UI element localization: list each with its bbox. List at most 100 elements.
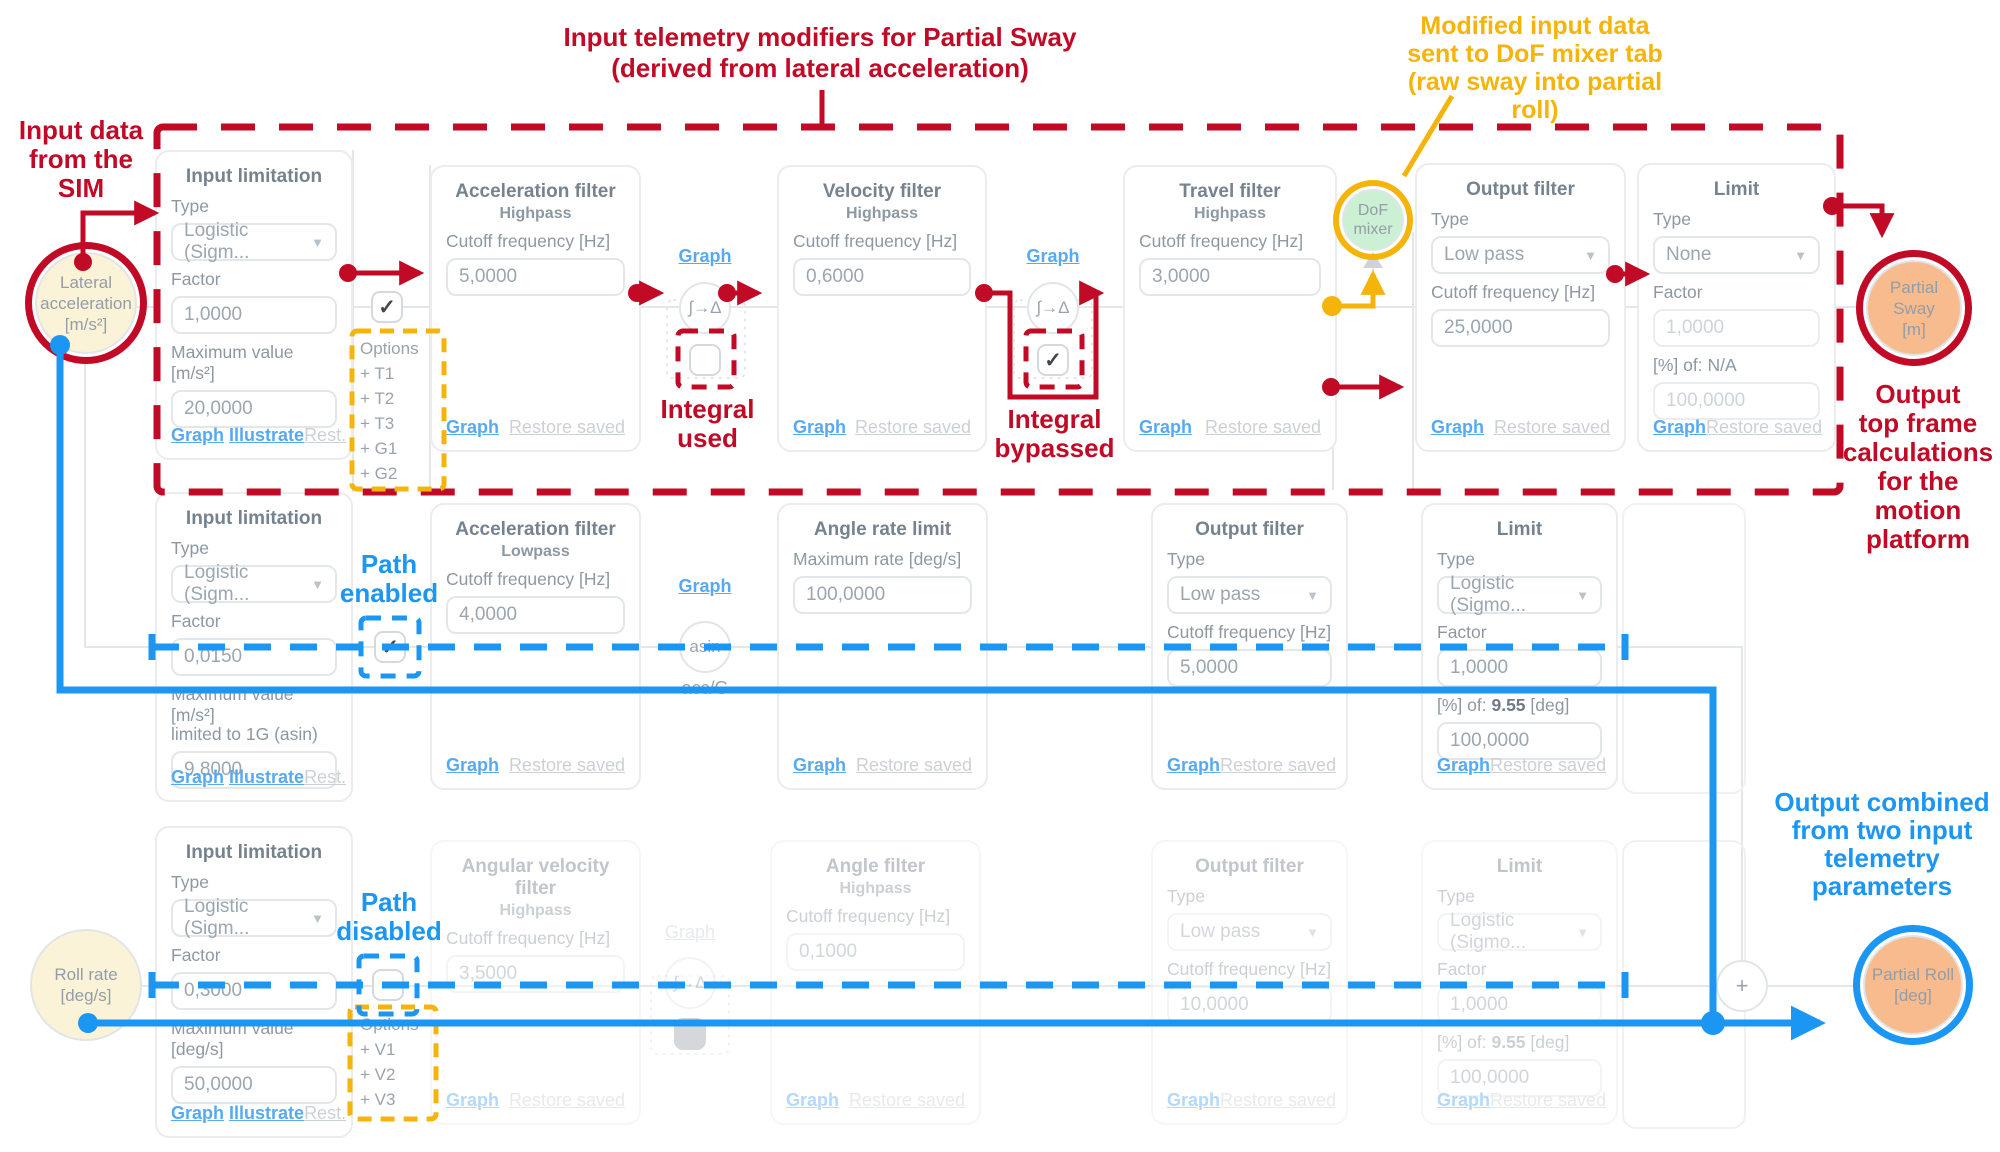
type-label: Type: [1167, 886, 1205, 906]
card-acceleration-filter-roll: Acceleration filter Lowpass Cutoff frequ…: [430, 503, 641, 790]
annotation-integral-used: Integral used: [660, 394, 755, 453]
annotation-path-disabled: Path disabled: [336, 887, 442, 946]
annotation-input-data-from-sim: Input data from the SIM: [18, 115, 144, 203]
option-add-v3[interactable]: + V3: [360, 1090, 396, 1109]
empty-slot: [1622, 503, 1746, 794]
max-rate-label: Maximum rate [deg/s]: [793, 549, 962, 569]
cutoff-input[interactable]: 4,0000: [446, 596, 625, 634]
type-select[interactable]: Low pass: [1167, 576, 1332, 614]
illustrate-link[interactable]: Illustrate: [229, 767, 305, 787]
restore-saved-link: Restore saved: [848, 1090, 965, 1110]
cutoff-input[interactable]: 5,0000: [446, 258, 625, 296]
options-label: Options: [360, 1015, 419, 1034]
cutoff-label: Cutoff frequency [Hz]: [1167, 622, 1332, 642]
cutoff-input[interactable]: 3,0000: [1139, 258, 1321, 296]
factor-input: 1,0000: [1653, 309, 1820, 347]
graph-link[interactable]: Graph: [1653, 417, 1707, 437]
card-velocity-filter: Velocity filter Highpass Cutoff frequenc…: [777, 165, 987, 452]
integral-bypass-checkbox[interactable]: [689, 344, 721, 376]
card-acceleration-filter-sway: Acceleration filter Highpass Cutoff freq…: [430, 165, 641, 452]
cutoff-label: Cutoff frequency [Hz]: [1167, 959, 1332, 979]
cutoff-input[interactable]: 25,0000: [1431, 309, 1610, 347]
cutoff-label: Cutoff frequency [Hz]: [446, 569, 611, 589]
illustrate-link[interactable]: Illustrate: [229, 425, 305, 445]
type-label: Type: [1653, 209, 1691, 229]
card-output-filter-sway: Output filter Type Low pass Cutoff frequ…: [1415, 163, 1626, 452]
graph-link[interactable]: Graph: [171, 1103, 225, 1123]
option-add-v1[interactable]: + V1: [360, 1040, 396, 1059]
max-rate-input[interactable]: 100,0000: [793, 576, 972, 614]
option-add-v2[interactable]: + V2: [360, 1065, 396, 1084]
integrator-graph-link[interactable]: Graph: [1026, 246, 1080, 266]
path-enable-checkbox[interactable]: [372, 969, 404, 1001]
filter-kind: Highpass: [845, 205, 918, 222]
integrator-icon: ∫→Δ: [679, 282, 731, 334]
cutoff-input: 0,1000: [786, 933, 965, 971]
graph-link[interactable]: Graph: [1431, 417, 1485, 437]
graph-link[interactable]: Graph: [1139, 417, 1193, 437]
options-list-sway: Options + T1 + T2 + T3 + G1 + G2: [360, 336, 419, 486]
type-select[interactable]: Logistic (Sigm...: [171, 220, 337, 263]
card-input-limitation-sway: Input limitation Type Logistic (Sigm... …: [155, 150, 353, 460]
restore-saved-link: Restore saved: [1493, 417, 1610, 437]
card-title: Limit: [1496, 856, 1543, 877]
filter-kind: Lowpass: [501, 543, 570, 560]
factor-input[interactable]: 1,0000: [1437, 649, 1602, 687]
factor-input[interactable]: 0,0150: [171, 638, 337, 676]
graph-link: Graph: [1167, 1090, 1221, 1110]
restore-saved-link: Restore saved: [1490, 755, 1607, 775]
annotation-dof-mixer-note: Modified input data sent to DoF mixer tab…: [1407, 12, 1663, 124]
options-label: Options: [360, 339, 419, 358]
cutoff-input[interactable]: 5,0000: [1167, 649, 1332, 687]
graph-link[interactable]: Graph: [1437, 755, 1491, 775]
type-label: Type: [1167, 549, 1205, 569]
graph-link[interactable]: Graph: [171, 425, 225, 445]
type-select[interactable]: Logistic (Sigm...: [171, 562, 337, 605]
graph-link[interactable]: Graph: [793, 417, 847, 437]
graph-link[interactable]: Graph: [446, 755, 500, 775]
options-list-roll: Options + V1 + V2 + V3: [360, 1012, 419, 1112]
card-angle-rate-limit: Angle rate limit Maximum rate [deg/s] 10…: [777, 503, 988, 790]
option-add-g1[interactable]: + G1: [360, 439, 398, 458]
illustrate-link[interactable]: Illustrate: [229, 1103, 305, 1123]
card-title: Angle filter: [825, 856, 926, 877]
factor-input[interactable]: 1,0000: [171, 296, 337, 334]
path-enable-checkbox[interactable]: ✓: [374, 631, 406, 663]
card-angular-velocity-filter: Angular velocity filter Highpass Cutoff …: [430, 840, 641, 1125]
dropdown-caret-icon: [1576, 584, 1589, 606]
type-select[interactable]: Low pass: [1431, 236, 1610, 274]
node-lateral-acceleration: Lateral acceleration [m/s²]: [25, 242, 147, 364]
percent-of-label: [%] of: 9.55 [deg]: [1437, 695, 1570, 715]
option-add-g2[interactable]: + G2: [360, 464, 398, 483]
type-select[interactable]: Logistic (Sigmo...: [1437, 573, 1602, 616]
annotation-telemetry-modifiers: Input telemetry modifiers for Partial Sw…: [563, 22, 1077, 83]
card-travel-filter: Travel filter Highpass Cutoff frequency …: [1123, 165, 1337, 452]
restore-saved-link: Restore saved: [508, 417, 625, 437]
type-select[interactable]: None: [1653, 236, 1820, 274]
max-value-input[interactable]: 20,0000: [171, 390, 337, 428]
factor-input[interactable]: 0,3000: [171, 972, 337, 1010]
graph-link[interactable]: Graph: [793, 755, 847, 775]
max-value-input[interactable]: 50,0000: [171, 1066, 337, 1104]
option-add-t2[interactable]: + T2: [360, 389, 395, 408]
cutoff-input[interactable]: 0,6000: [793, 258, 971, 296]
asin-converter-icon: asin: [679, 621, 731, 673]
type-label: Type: [1437, 886, 1475, 906]
type-select[interactable]: Logistic (Sigm...: [171, 896, 337, 939]
node-dof-mixer[interactable]: DoF mixer: [1333, 180, 1413, 260]
integrator-graph-link[interactable]: Graph: [678, 246, 732, 266]
card-title: Acceleration filter: [455, 181, 616, 202]
annotation-path-enabled: Path enabled: [339, 549, 439, 608]
graph-link[interactable]: Graph: [171, 767, 225, 787]
option-add-t1[interactable]: + T1: [360, 364, 395, 383]
path-enable-checkbox[interactable]: ✓: [371, 291, 403, 323]
restore-saved-link: Restore saved: [1490, 1090, 1607, 1110]
option-add-t3[interactable]: + T3: [360, 414, 395, 433]
integral-bypass-checkbox[interactable]: ✓: [1037, 344, 1069, 376]
factor-label: Factor: [171, 945, 221, 965]
graph-link[interactable]: Graph: [446, 417, 500, 437]
graph-link[interactable]: Graph: [1167, 755, 1221, 775]
asin-graph-link[interactable]: Graph: [678, 576, 732, 596]
restore-saved-link: Restore saved: [1204, 417, 1321, 437]
